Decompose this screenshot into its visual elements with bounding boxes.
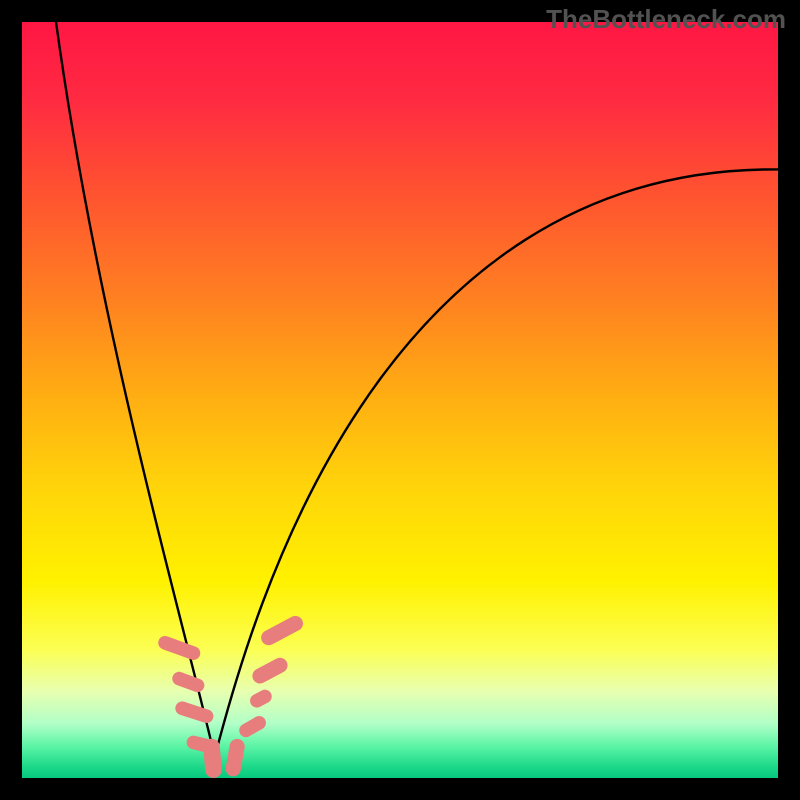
curve-marker <box>224 738 245 778</box>
curve-marker <box>237 714 269 740</box>
curve-marker <box>203 738 223 779</box>
curve-marker <box>248 687 274 710</box>
chart-root: TheBottleneck.com <box>0 0 800 800</box>
curve-marker <box>156 634 202 662</box>
curve-marker <box>174 700 216 725</box>
curve-marker <box>250 655 290 686</box>
watermark-label: TheBottleneck.com <box>546 4 786 35</box>
curve-marker <box>258 613 305 648</box>
chart-plot <box>0 0 800 800</box>
curve-marker <box>170 670 206 694</box>
